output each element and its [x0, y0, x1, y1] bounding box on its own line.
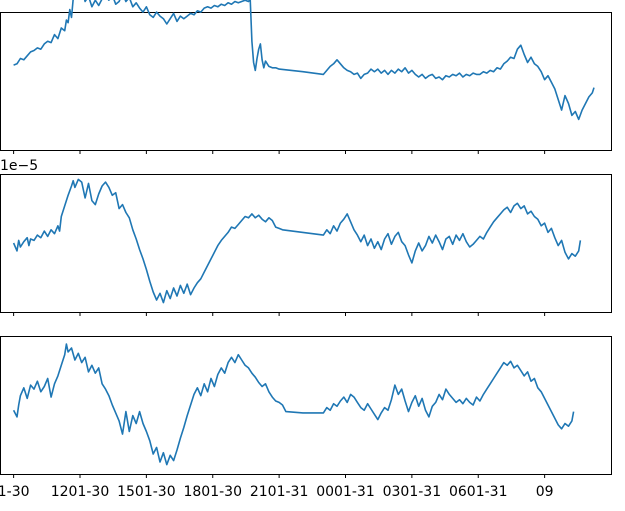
x-tick-label: 1201-30 [51, 484, 110, 500]
x-tick-label: 1501-30 [117, 484, 176, 500]
x-tick-label: 09 [536, 484, 554, 500]
x-tick-label: 0001-31 [316, 484, 375, 500]
subplot-3: 1-30 1201-30 1501-30 1801-30 2101-31 0001-31 0… [0, 336, 612, 500]
x-tick-label: 1801-30 [183, 484, 242, 500]
axes-frame [0, 336, 612, 475]
series-line [12, 178, 582, 304]
axis-offset-label: 1e−5 [0, 158, 38, 174]
x-tick-label: 2101-31 [250, 484, 309, 500]
subplot-2: 1e−5 [0, 158, 612, 316]
axes-frame [0, 174, 612, 313]
series-line [13, 0, 595, 121]
series-line [12, 343, 575, 466]
x-tick-label: 0601-31 [449, 484, 508, 500]
x-tick-label: 0301-31 [383, 484, 442, 500]
subplot-1 [0, 0, 612, 154]
axes-frame [0, 12, 612, 151]
x-tick-label: 1-30 [0, 484, 30, 500]
